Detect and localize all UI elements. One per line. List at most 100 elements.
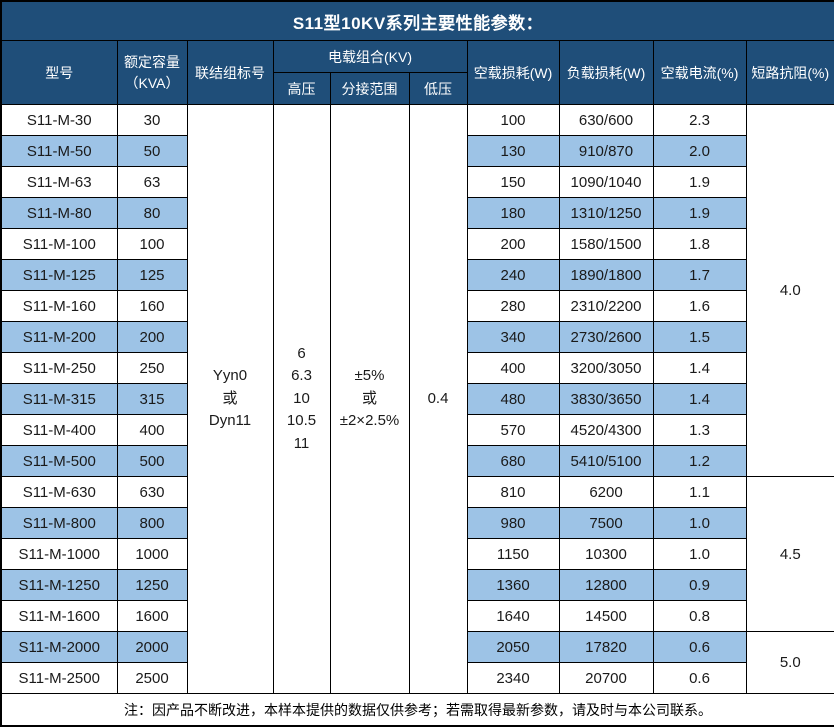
load-loss-cell: 3200/3050 bbox=[558, 352, 654, 384]
capacity-cell: 500 bbox=[116, 445, 188, 477]
col-header-impedance: 短路抗阻(%) bbox=[745, 40, 834, 105]
no-load-loss-cell: 2050 bbox=[466, 631, 560, 663]
col-header-load-loss: 负载损耗(W) bbox=[558, 40, 654, 105]
model-cell: S11-M-50 bbox=[0, 135, 118, 167]
capacity-cell: 800 bbox=[116, 507, 188, 539]
table-row: S11-M-2000 2000 2050 17820 0.6 5.0 bbox=[0, 631, 834, 694]
col-header-tap-range: 分接范围 bbox=[329, 72, 410, 105]
load-loss-cell: 1890/1800 bbox=[558, 259, 654, 291]
col-header-voltage-group: 电载组合(KV) bbox=[272, 40, 468, 73]
no-load-current-cell: 1.0 bbox=[652, 538, 747, 570]
no-load-loss-cell: 340 bbox=[466, 321, 560, 353]
capacity-cell: 63 bbox=[116, 166, 188, 198]
no-load-current-cell: 1.0 bbox=[652, 507, 747, 539]
lv-cell: 0.4 bbox=[408, 104, 468, 694]
capacity-cell: 160 bbox=[116, 290, 188, 322]
model-cell: S11-M-100 bbox=[0, 228, 118, 260]
no-load-current-cell: 1.9 bbox=[652, 197, 747, 229]
table-row: S11-M-80 80 180 1310/1250 1.9 bbox=[0, 197, 834, 229]
col-header-capacity-line2: （KVA） bbox=[124, 74, 180, 91]
col-header-model: 型号 bbox=[0, 40, 118, 105]
table-row: S11-M-500 500 680 5410/5100 1.2 bbox=[0, 445, 834, 477]
load-loss-cell: 1090/1040 bbox=[558, 166, 654, 198]
capacity-cell: 1600 bbox=[116, 600, 188, 632]
model-cell: S11-M-315 bbox=[0, 383, 118, 415]
no-load-current-cell: 1.4 bbox=[652, 352, 747, 384]
no-load-loss-cell: 240 bbox=[466, 259, 560, 291]
table-body: S11-M-30 30 Yyn0 或 Dyn11 6 6.3 10 10.5 11 ±5… bbox=[0, 104, 834, 694]
no-load-loss-cell: 570 bbox=[466, 414, 560, 446]
table-row: S11-M-30 30 Yyn0 或 Dyn11 6 6.3 10 10.5 11 ±5… bbox=[0, 104, 834, 694]
footer-note: 注：因产品不断改进，本样本提供的数据仅供参考；若需取得最新参数，请及时与本公司联… bbox=[0, 693, 834, 727]
model-cell: S11-M-2500 bbox=[0, 662, 118, 694]
col-header-lv: 低压 bbox=[408, 72, 468, 105]
no-load-loss-cell: 1360 bbox=[466, 569, 560, 601]
title-row: S11型10KV系列主要性能参数： bbox=[0, 0, 834, 41]
no-load-loss-cell: 130 bbox=[466, 135, 560, 167]
load-loss-cell: 20700 bbox=[558, 662, 654, 694]
no-load-loss-cell: 2340 bbox=[466, 662, 560, 694]
capacity-cell: 1250 bbox=[116, 569, 188, 601]
impedance-cell: 5.0 bbox=[745, 631, 834, 694]
no-load-current-cell: 0.6 bbox=[652, 662, 747, 694]
no-load-current-cell: 1.1 bbox=[652, 476, 747, 508]
no-load-current-cell: 1.6 bbox=[652, 290, 747, 322]
table-row: S11-M-63 63 150 1090/1040 1.9 bbox=[0, 166, 834, 198]
load-loss-cell: 5410/5100 bbox=[558, 445, 654, 477]
col-header-no-load-current: 空载电流(%) bbox=[652, 40, 747, 105]
model-cell: S11-M-200 bbox=[0, 321, 118, 353]
model-cell: S11-M-63 bbox=[0, 166, 118, 198]
no-load-loss-cell: 980 bbox=[466, 507, 560, 539]
load-loss-cell: 2730/2600 bbox=[558, 321, 654, 353]
table-row: S11-M-160 160 280 2310/2200 1.6 bbox=[0, 290, 834, 322]
model-cell: S11-M-1600 bbox=[0, 600, 118, 632]
load-loss-cell: 6200 bbox=[558, 476, 654, 508]
col-header-hv: 高压 bbox=[272, 72, 331, 105]
load-loss-cell: 910/870 bbox=[558, 135, 654, 167]
no-load-loss-cell: 680 bbox=[466, 445, 560, 477]
col-header-capacity-line1: 额定容量 bbox=[124, 54, 180, 71]
no-load-loss-cell: 1640 bbox=[466, 600, 560, 632]
table-row: S11-M-400 400 570 4520/4300 1.3 bbox=[0, 414, 834, 446]
table-row: S11-M-315 315 480 3830/3650 1.4 bbox=[0, 383, 834, 415]
model-cell: S11-M-1000 bbox=[0, 538, 118, 570]
capacity-cell: 200 bbox=[116, 321, 188, 353]
load-loss-cell: 7500 bbox=[558, 507, 654, 539]
capacity-cell: 2000 bbox=[116, 631, 188, 663]
table-row: S11-M-1600 1600 1640 14500 0.8 bbox=[0, 600, 834, 632]
model-cell: S11-M-400 bbox=[0, 414, 118, 446]
table-row: S11-M-800 800 980 7500 1.0 bbox=[0, 507, 834, 539]
col-header-capacity: 额定容量 （KVA） bbox=[116, 40, 188, 105]
header-row-1: 型号 额定容量 （KVA） 联结组标号 电载组合(KV) 空载损耗(W) 负载损… bbox=[0, 40, 834, 105]
no-load-loss-cell: 480 bbox=[466, 383, 560, 415]
load-loss-cell: 14500 bbox=[558, 600, 654, 632]
no-load-loss-cell: 200 bbox=[466, 228, 560, 260]
table-row: S11-M-50 50 130 910/870 2.0 bbox=[0, 135, 834, 167]
capacity-cell: 400 bbox=[116, 414, 188, 446]
table-row: S11-M-2500 2500 2340 20700 0.6 bbox=[0, 662, 834, 694]
load-loss-cell: 1580/1500 bbox=[558, 228, 654, 260]
no-load-current-cell: 1.7 bbox=[652, 259, 747, 291]
no-load-current-cell: 1.8 bbox=[652, 228, 747, 260]
capacity-cell: 315 bbox=[116, 383, 188, 415]
capacity-cell: 2500 bbox=[116, 662, 188, 694]
table-row: S11-M-1250 1250 1360 12800 0.9 bbox=[0, 569, 834, 601]
load-loss-cell: 2310/2200 bbox=[558, 290, 654, 322]
load-loss-cell: 17820 bbox=[558, 631, 654, 663]
impedance-cell: 4.5 bbox=[745, 476, 834, 632]
load-loss-cell: 4520/4300 bbox=[558, 414, 654, 446]
model-cell: S11-M-500 bbox=[0, 445, 118, 477]
model-cell: S11-M-160 bbox=[0, 290, 118, 322]
model-cell: S11-M-800 bbox=[0, 507, 118, 539]
capacity-cell: 80 bbox=[116, 197, 188, 229]
connection-cell: Yyn0 或 Dyn11 bbox=[186, 104, 274, 694]
model-cell: S11-M-80 bbox=[0, 197, 118, 229]
no-load-current-cell: 0.9 bbox=[652, 569, 747, 601]
col-header-no-load-loss: 空载损耗(W) bbox=[466, 40, 560, 105]
model-cell: S11-M-125 bbox=[0, 259, 118, 291]
header-row-2: 高压 分接范围 低压 bbox=[1, 72, 834, 105]
no-load-current-cell: 1.5 bbox=[652, 321, 747, 353]
model-cell: S11-M-630 bbox=[0, 476, 118, 508]
capacity-cell: 250 bbox=[116, 352, 188, 384]
no-load-current-cell: 2.3 bbox=[652, 104, 747, 136]
